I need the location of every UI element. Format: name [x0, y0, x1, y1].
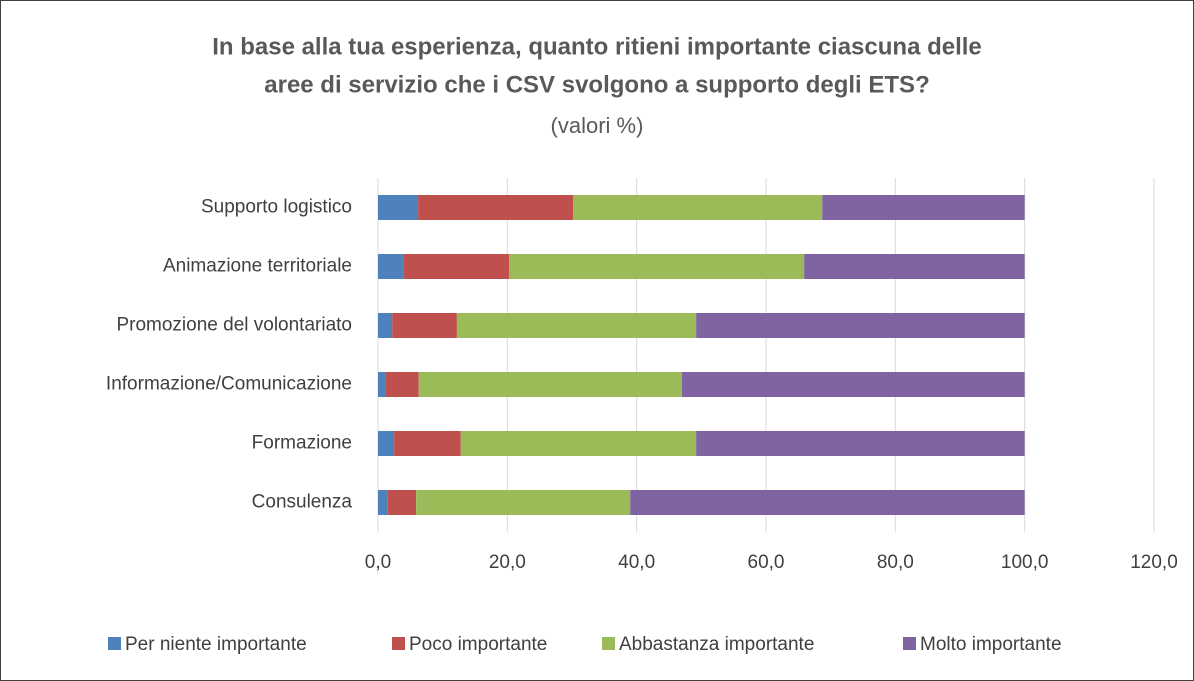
legend-swatch: [392, 637, 405, 650]
y-tick-label: Informazione/Comunicazione: [106, 374, 352, 395]
bar-segment: [804, 254, 1025, 279]
bar-segment: [418, 372, 682, 397]
y-tick-label: Formazione: [252, 433, 352, 454]
bar-segment: [696, 313, 1025, 338]
chart-subtitle: (valori %): [551, 113, 644, 138]
bar-segment: [822, 195, 1025, 220]
x-tick-label: 120,0: [1130, 552, 1178, 573]
x-tick-label: 100,0: [1001, 552, 1049, 573]
bar-segment: [681, 372, 1025, 397]
x-tick-label: 60,0: [748, 552, 785, 573]
bar-segment: [378, 313, 393, 338]
x-tick-label: 0,0: [365, 552, 391, 573]
bar-segment: [573, 195, 823, 220]
bar-segment: [378, 195, 419, 220]
legend-swatch: [108, 637, 121, 650]
chart-title: aree di servizio che i CSV svolgono a su…: [264, 71, 929, 98]
legend-label: Molto importante: [920, 634, 1062, 655]
legend-swatch: [602, 637, 615, 650]
y-tick-label: Consulenza: [252, 492, 353, 513]
legend-label: Poco importante: [409, 634, 547, 655]
bar-segment: [403, 254, 510, 279]
legend-swatch: [903, 637, 916, 650]
chart-title: In base alla tua esperienza, quanto riti…: [212, 33, 982, 60]
x-tick-label: 20,0: [489, 552, 526, 573]
x-tick-label: 40,0: [618, 552, 655, 573]
y-tick-label: Promozione del volontariato: [116, 315, 352, 336]
bar-segment: [416, 490, 631, 515]
legend-label: Abbastanza importante: [619, 634, 814, 655]
bar-segment: [394, 431, 461, 456]
bar-segment: [418, 195, 574, 220]
legend-label: Per niente importante: [125, 634, 307, 655]
bar-segment: [378, 490, 388, 515]
bar-segment: [392, 313, 457, 338]
bar-segment: [456, 313, 697, 338]
bar-segment: [630, 490, 1025, 515]
bar-segment: [378, 431, 395, 456]
bar-segment: [509, 254, 805, 279]
bar-segment: [378, 254, 404, 279]
y-tick-label: Supporto logistico: [201, 197, 352, 218]
y-tick-label: Animazione territoriale: [163, 256, 352, 277]
bar-segment: [460, 431, 697, 456]
x-tick-label: 80,0: [877, 552, 914, 573]
bar-segment: [696, 431, 1025, 456]
bar-segment: [385, 372, 419, 397]
bar-segment: [387, 490, 417, 515]
bar-segment: [378, 372, 386, 397]
